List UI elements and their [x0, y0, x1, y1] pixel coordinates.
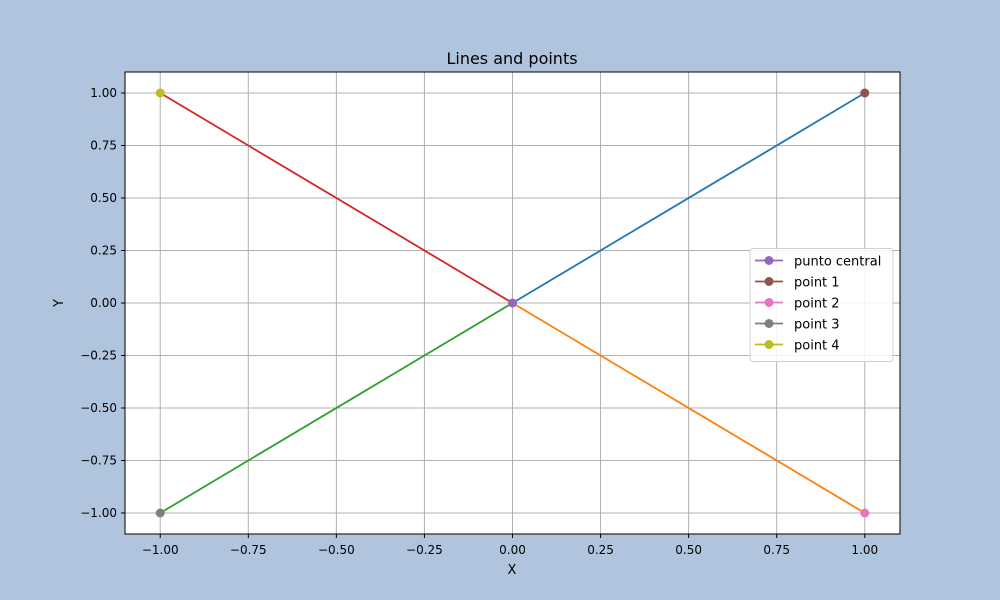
legend-marker [764, 277, 774, 286]
data-point [860, 508, 870, 518]
series-line [512, 302, 866, 514]
y-tick-label: 0.75 [90, 139, 117, 153]
x-tick-label: 0.50 [675, 543, 702, 557]
x-tick-label: −1.00 [142, 543, 179, 557]
x-tick-label: 0.25 [587, 543, 614, 557]
legend-label: point 1 [794, 276, 840, 291]
x-tick-label: 0.75 [763, 543, 790, 557]
x-axis-ticks: −1.00 −0.75 −0.50 −0.25 0.00 0.25 0.50 0.75 1.00 [142, 534, 878, 557]
y-tick-label: 0.50 [90, 191, 117, 205]
x-tick-label: −0.50 [318, 543, 355, 557]
legend-marker [764, 340, 774, 349]
legend-label: point 2 [794, 297, 840, 312]
y-tick-label: 0.00 [90, 296, 117, 310]
y-axis-ticks: −1.00 −0.75 −0.50 −0.25 0.00 0.25 0.50 0.75 1.00 [80, 86, 125, 520]
y-tick-label: 0.25 [90, 244, 117, 258]
legend-label: point 3 [794, 318, 840, 333]
series-lines [159, 92, 866, 514]
data-point [860, 88, 870, 98]
y-axis-label: Y [52, 299, 67, 308]
y-tick-label: 1.00 [90, 86, 117, 100]
legend-marker [764, 319, 774, 328]
legend-marker [764, 298, 774, 307]
x-axis-label: X [508, 563, 517, 578]
y-tick-label: −0.25 [80, 349, 117, 363]
series-line [512, 92, 866, 304]
x-tick-label: 0.00 [499, 543, 526, 557]
series-line [159, 92, 513, 304]
data-point [508, 298, 517, 308]
data-point [155, 508, 165, 518]
series-line [159, 302, 513, 514]
y-tick-label: −1.00 [80, 506, 117, 520]
legend: punto central point 1 point 2 point 3 point … [749, 248, 894, 362]
chart-title: Lines and points [446, 49, 577, 68]
legend-marker [764, 256, 774, 265]
series-points [155, 88, 870, 518]
y-tick-label: −0.75 [80, 454, 117, 468]
legend-label: punto central [794, 255, 881, 270]
y-tick-label: −0.50 [80, 401, 117, 415]
legend-box [749, 248, 894, 362]
data-point [155, 88, 165, 98]
legend-label: point 4 [794, 339, 840, 354]
x-tick-label: 1.00 [851, 543, 878, 557]
x-tick-label: −0.75 [230, 543, 267, 557]
x-tick-label: −0.25 [406, 543, 443, 557]
